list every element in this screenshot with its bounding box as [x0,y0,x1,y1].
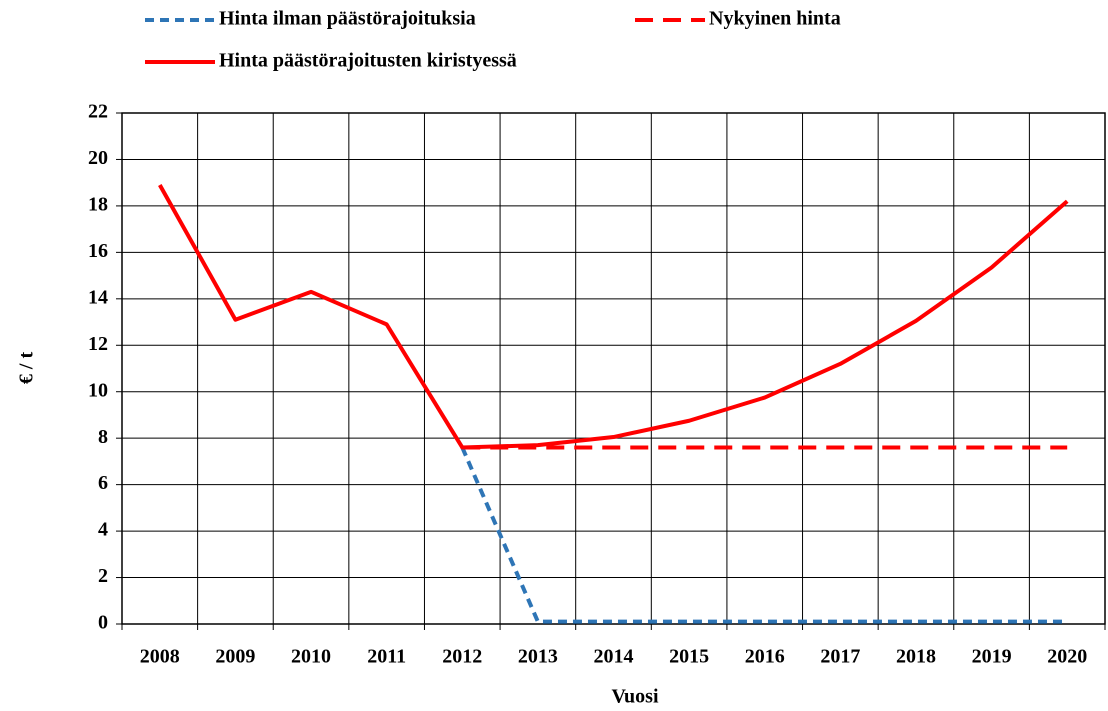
legend-label: Nykyinen hinta [709,8,841,30]
y-tick-label: 2 [98,565,108,587]
x-tick-label: 2018 [896,646,936,668]
y-tick-label: 8 [98,426,108,448]
x-tick-label: 2020 [1047,646,1087,668]
y-tick-label: 4 [98,519,108,541]
legend-label: Hinta ilman päästörajoituksia [219,8,476,30]
x-tick-label: 2013 [518,646,558,668]
legend-label: Hinta päästörajoitusten kiristyessä [219,50,517,72]
x-tick-label: 2016 [745,646,785,668]
x-tick-label: 2008 [140,646,180,668]
x-tick-label: 2017 [820,646,860,668]
x-tick-label: 2011 [367,646,406,668]
x-tick-label: 2015 [669,646,709,668]
y-tick-label: 16 [88,240,108,262]
x-axis-label: Vuosi [611,686,659,708]
y-tick-label: 12 [88,333,108,355]
plot-frame [121,112,1106,625]
y-axis-label: € / t [16,352,38,385]
y-tick-label: 18 [88,194,108,216]
line-series [158,184,1069,450]
y-tick-label: 20 [88,147,108,169]
y-tick-label: 22 [88,101,108,123]
y-tick-label: 14 [88,286,108,308]
x-tick-label: 2009 [215,646,255,668]
x-tick-label: 2010 [291,646,331,668]
y-tick-label: 0 [98,612,108,634]
y-tick-label: 6 [98,472,108,494]
line-series [460,446,1068,624]
x-tick-label: 2012 [442,646,482,668]
x-tick-label: 2014 [594,646,634,668]
x-tick-label: 2019 [972,646,1012,668]
y-tick-label: 10 [88,379,108,401]
